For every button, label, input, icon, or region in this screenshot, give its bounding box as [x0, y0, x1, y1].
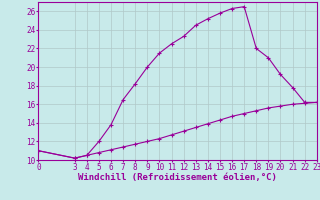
X-axis label: Windchill (Refroidissement éolien,°C): Windchill (Refroidissement éolien,°C): [78, 173, 277, 182]
